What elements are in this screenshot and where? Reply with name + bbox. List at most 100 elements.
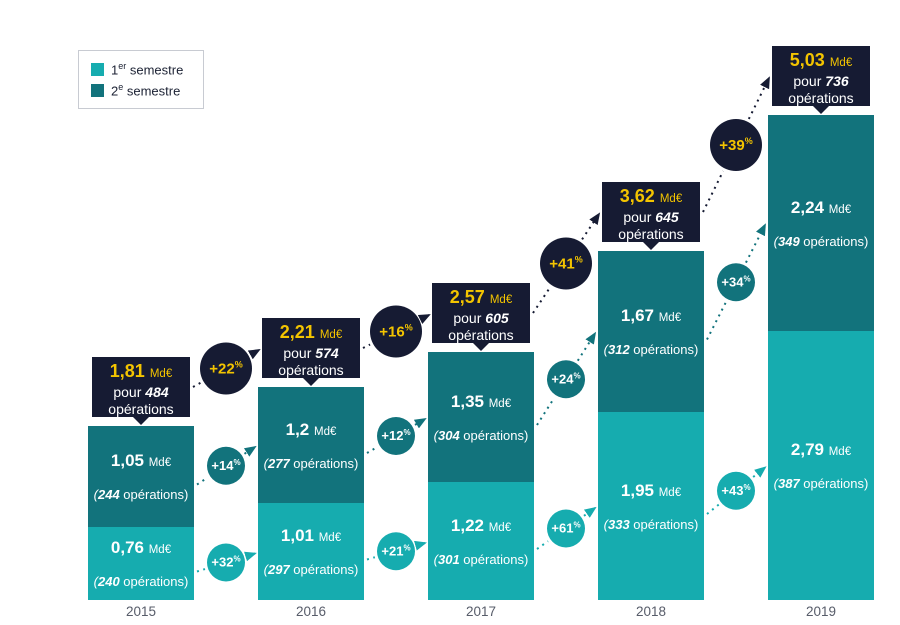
segment-value: 2,79 Md€ [791,440,851,460]
ops-word: opérations) [289,562,359,577]
legend-label-2e-semestre: 2e semestre [111,82,180,98]
segment-value: 2,24 Md€ [791,198,851,218]
callout-operations-count: 736 [825,73,849,89]
operations-count: 297 [267,562,290,577]
callout-operations-count: 574 [315,345,339,361]
segment-value: 1,67 Md€ [621,306,681,326]
legend-label-part: 2 [111,83,119,99]
ops-paren: ( [433,551,438,567]
callout-operations-count: 645 [655,209,679,225]
segment-value-number: 2,24 [790,197,824,217]
segment-operations: (312 opérations) [604,342,699,357]
segment-value: 1,2 Md€ [286,420,337,440]
bar-2019-segment-1er-semestre: 2,79 Md€ (387 opérations) [768,331,874,600]
segment-value-number: 1,2 [285,419,310,439]
ops-paren: ( [93,487,98,502]
ops-paren: ( [603,342,608,357]
callout-pour-line: pour 484 [94,384,188,401]
segment-operations: (333 opérations) [604,517,699,532]
segment-value-number: 0,76 [110,538,144,557]
ops-word: opérations) [629,342,699,357]
segment-value-unit: Md€ [488,521,512,534]
segment-value-unit: Md€ [658,312,682,324]
operations-count: 240 [97,574,120,589]
segment-operations: (244 opérations) [94,487,189,502]
ops-word: opérations) [799,476,869,491]
bar-2017-segment-1er-semestre: 1,22 Md€ (301 opérations) [428,482,534,600]
callout-total-number: 5,03 [789,50,825,70]
segment-value-number: 2,79 [790,440,824,459]
segment-value-unit: Md€ [488,397,512,410]
ops-paren: ( [93,574,98,589]
callout-operations-word: opérations [278,362,344,378]
segment-value-unit: Md€ [148,457,172,469]
callout-total-value: 1,81 Md€ [94,361,188,384]
legend-swatch-2e-semestre-icon [91,83,104,97]
callout-pour-line: pour 736 [774,73,868,90]
total-callout-2019: 5,03 Md€ pour 736 opérations [772,46,870,114]
callout-total-value: 2,21 Md€ [264,322,358,345]
axis-label-2016: 2016 [295,604,327,619]
bar-2018-segment-2e-semestre: 1,67 Md€ (312 opérations) [598,251,704,412]
legend-label-part: semestre [123,83,181,99]
callout-pour-word: pour [113,384,146,400]
ops-word: opérations) [629,516,699,532]
ops-paren: ( [433,427,438,443]
callout-total-number: 3,62 [619,186,655,206]
operations-count: 244 [97,487,120,502]
bar-2018-segment-1er-semestre: 1,95 Md€ (333 opérations) [598,412,704,600]
ops-paren: ( [773,233,778,249]
total-callout-2015: 1,81 Md€ pour 484 opérations [92,357,190,425]
segment-operations: (304 opérations) [434,428,529,443]
legend-label-1er-semestre: 1er semestre [111,61,183,77]
legend-item-2e-semestre: 2e semestre [91,82,193,99]
bar-2019-segment-2e-semestre: 2,24 Md€ (349 opérations) [768,115,874,331]
callout-pour-word: pour [283,345,316,361]
operations-count: 387 [777,476,800,491]
ops-paren: ( [263,455,268,471]
callout-total-value: 2,57 Md€ [434,287,528,310]
callout-operations-count: 484 [145,384,169,400]
segment-value-unit: Md€ [314,425,337,438]
ops-paren: ( [773,476,778,491]
callout-pour-line: pour 605 [434,310,528,327]
callout-pour-word: pour [453,310,486,326]
total-callout-2016: 2,21 Md€ pour 574 opérations [262,318,360,386]
segment-value-number: 1,67 [620,306,654,325]
total-callout-2018: 3,62 Md€ pour 645 opérations [602,182,700,250]
callout-pour-word: pour [623,209,656,225]
ops-paren: ( [263,562,268,577]
legend-item-1er-semestre: 1er semestre [91,61,193,77]
bar-2016-segment-1er-semestre: 1,01 Md€ (297 opérations) [258,503,364,600]
callout-operations-word: opérations [618,226,684,242]
axis-label-2017: 2017 [465,604,497,619]
segment-value: 1,01 Md€ [281,526,341,546]
segment-value-number: 1,22 [450,515,484,535]
legend: 1er semestre 2e semestre [78,50,204,109]
callout-total-value: 3,62 Md€ [604,186,698,209]
callout-pour-line: pour 574 [264,345,358,362]
axis-label-2019: 2019 [805,604,837,619]
total-callout-2017: 2,57 Md€ pour 605 opérations [432,283,530,351]
operations-count: 301 [437,551,460,567]
segment-value-unit: Md€ [148,544,172,556]
operations-count: 333 [607,516,630,532]
callout-total-number: 2,57 [449,287,485,307]
segment-value-unit: Md€ [658,486,682,499]
operations-count: 312 [607,342,630,357]
callout-pour-line: pour 645 [604,209,698,226]
callout-unit: Md€ [319,329,343,341]
callout-unit: Md€ [149,368,173,380]
operations-count: 304 [437,427,460,443]
segment-value: 1,22 Md€ [451,516,511,536]
bar-2015-segment-2e-semestre: 1,05 Md€ (244 opérations) [88,426,194,527]
legend-label-part: 1 [111,62,119,78]
bar-2015-segment-1er-semestre: 0,76 Md€ (240 opérations) [88,527,194,600]
ops-paren: ( [603,516,608,532]
ops-word: opérations) [459,551,529,567]
callout-total-value: 5,03 Md€ [774,50,868,73]
legend-swatch-1er-semestre-icon [91,62,104,76]
segment-operations: (301 opérations) [434,552,529,567]
